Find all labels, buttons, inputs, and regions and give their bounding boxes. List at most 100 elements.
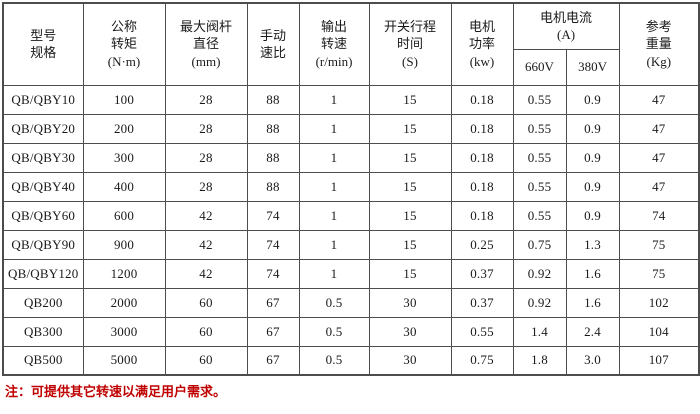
value-cell: 0.18 <box>450 142 514 173</box>
value-cell: 0.5 <box>298 287 370 318</box>
value-cell: 1 <box>298 171 370 202</box>
value-cell: 88 <box>246 84 300 115</box>
model-cell: QB/QBY40 <box>2 171 84 202</box>
value-cell: 47 <box>618 84 700 115</box>
value-cell: 30 <box>368 287 452 318</box>
value-cell: 1.6 <box>565 258 620 289</box>
header-model: 型号 规格 <box>2 2 84 86</box>
model-cell: QB200 <box>2 287 84 318</box>
value-cell: 67 <box>246 345 300 376</box>
value-cell: 74 <box>246 229 300 260</box>
model-cell: QB/QBY10 <box>2 84 84 115</box>
value-cell: 1 <box>298 142 370 173</box>
value-cell: 2.4 <box>565 316 620 347</box>
table-row: QB/QBY60 600 42 74 1 15 0.18 0.55 0.9 74 <box>2 200 700 231</box>
value-cell: 900 <box>82 229 166 260</box>
table-row: QB/QBY30 300 28 88 1 15 0.18 0.55 0.9 47 <box>2 142 700 173</box>
value-cell: 75 <box>618 229 700 260</box>
value-cell: 88 <box>246 171 300 202</box>
value-cell: 200 <box>82 113 166 144</box>
value-cell: 42 <box>164 200 248 231</box>
value-cell: 30 <box>368 345 452 376</box>
value-cell: 0.55 <box>512 113 567 144</box>
value-cell: 74 <box>618 200 700 231</box>
value-cell: 300 <box>82 142 166 173</box>
table-header: 型号 规格 公称 转矩 (N·m) 最大阀杆 直径 (mm) 手动 速比 输出 … <box>2 2 700 86</box>
value-cell: 28 <box>164 171 248 202</box>
value-cell: 88 <box>246 113 300 144</box>
model-cell: QB500 <box>2 345 84 376</box>
value-cell: 47 <box>618 171 700 202</box>
value-cell: 0.55 <box>512 142 567 173</box>
value-cell: 30 <box>368 316 452 347</box>
value-cell: 0.5 <box>298 316 370 347</box>
value-cell: 0.9 <box>565 113 620 144</box>
value-cell: 0.18 <box>450 84 514 115</box>
value-cell: 15 <box>368 258 452 289</box>
value-cell: 15 <box>368 84 452 115</box>
spec-table: 型号 规格 公称 转矩 (N·m) 最大阀杆 直径 (mm) 手动 速比 输出 … <box>2 2 700 376</box>
value-cell: 0.92 <box>512 258 567 289</box>
table-row: QB/QBY90 900 42 74 1 15 0.25 0.75 1.3 75 <box>2 229 700 260</box>
value-cell: 47 <box>618 113 700 144</box>
value-cell: 0.18 <box>450 113 514 144</box>
footnote: 注：可提供其它转速以满足用户需求。 <box>5 384 227 399</box>
value-cell: 0.55 <box>512 84 567 115</box>
value-cell: 0.37 <box>450 258 514 289</box>
value-cell: 15 <box>368 113 452 144</box>
value-cell: 0.75 <box>512 229 567 260</box>
value-cell: 28 <box>164 84 248 115</box>
value-cell: 5000 <box>82 345 166 376</box>
header-torque: 公称 转矩 (N·m) <box>82 2 166 86</box>
value-cell: 0.55 <box>512 171 567 202</box>
spec-page: 型号 规格 公称 转矩 (N·m) 最大阀杆 直径 (mm) 手动 速比 输出 … <box>2 2 700 400</box>
header-output-speed: 输出 转速 (r/min) <box>298 2 370 86</box>
value-cell: 0.37 <box>450 287 514 318</box>
table-row: QB200 2000 60 67 0.5 30 0.37 0.92 1.6 102 <box>2 287 700 318</box>
value-cell: 60 <box>164 316 248 347</box>
value-cell: 1 <box>298 84 370 115</box>
value-cell: 67 <box>246 316 300 347</box>
value-cell: 67 <box>246 287 300 318</box>
header-motor-current: 电机电流 (A) <box>512 2 620 50</box>
table-row: QB/QBY40 400 28 88 1 15 0.18 0.55 0.9 47 <box>2 171 700 202</box>
value-cell: 15 <box>368 171 452 202</box>
value-cell: 88 <box>246 142 300 173</box>
value-cell: 1.6 <box>565 287 620 318</box>
value-cell: 0.18 <box>450 200 514 231</box>
value-cell: 0.18 <box>450 171 514 202</box>
value-cell: 0.55 <box>450 316 514 347</box>
value-cell: 0.55 <box>512 200 567 231</box>
value-cell: 42 <box>164 229 248 260</box>
header-motor-power: 电机 功率 (kw) <box>450 2 514 86</box>
value-cell: 0.5 <box>298 345 370 376</box>
value-cell: 1.3 <box>565 229 620 260</box>
value-cell: 75 <box>618 258 700 289</box>
value-cell: 15 <box>368 200 452 231</box>
value-cell: 0.9 <box>565 200 620 231</box>
model-cell: QB/QBY20 <box>2 113 84 144</box>
model-cell: QB/QBY60 <box>2 200 84 231</box>
header-660v: 660V <box>512 48 567 86</box>
header-manual-ratio: 手动 速比 <box>246 2 300 86</box>
value-cell: 2000 <box>82 287 166 318</box>
value-cell: 104 <box>618 316 700 347</box>
header-travel-time: 开关行程 时间 (S) <box>368 2 452 86</box>
value-cell: 0.9 <box>565 84 620 115</box>
table-row: QB300 3000 60 67 0.5 30 0.55 1.4 2.4 104 <box>2 316 700 347</box>
value-cell: 102 <box>618 287 700 318</box>
value-cell: 1.4 <box>512 316 567 347</box>
value-cell: 3.0 <box>565 345 620 376</box>
header-weight: 参考 重量 (Kg) <box>618 2 700 86</box>
model-cell: QB/QBY90 <box>2 229 84 260</box>
header-380v: 380V <box>565 48 620 86</box>
model-cell: QB/QBY30 <box>2 142 84 173</box>
value-cell: 15 <box>368 142 452 173</box>
value-cell: 3000 <box>82 316 166 347</box>
value-cell: 1 <box>298 200 370 231</box>
header-stem-diameter: 最大阀杆 直径 (mm) <box>164 2 248 86</box>
value-cell: 42 <box>164 258 248 289</box>
value-cell: 15 <box>368 229 452 260</box>
value-cell: 400 <box>82 171 166 202</box>
value-cell: 0.75 <box>450 345 514 376</box>
